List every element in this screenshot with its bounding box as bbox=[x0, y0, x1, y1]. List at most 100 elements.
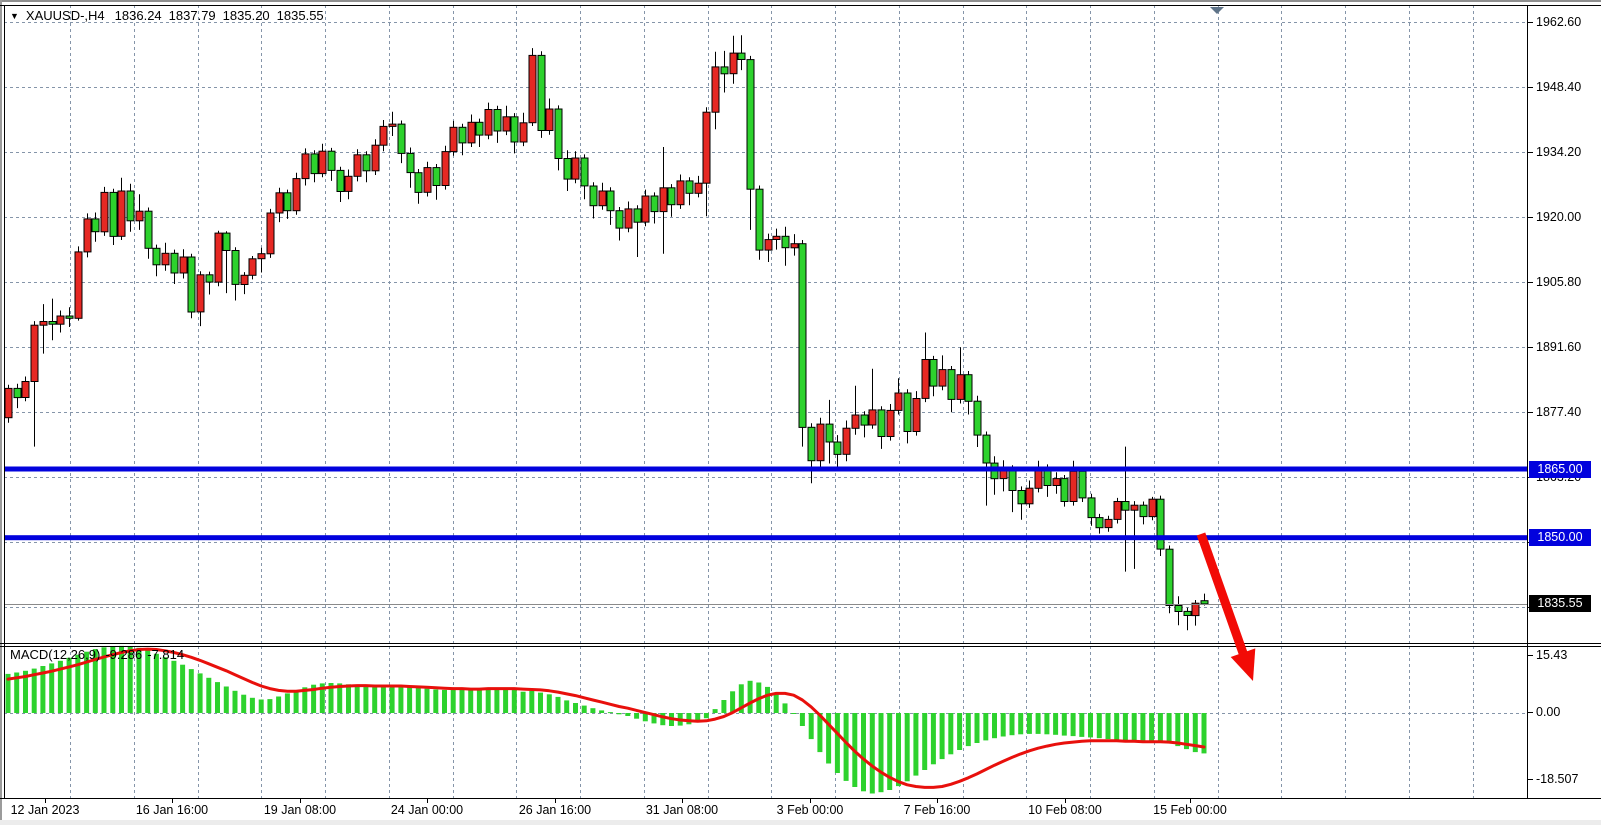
macd-bar bbox=[1131, 713, 1137, 741]
support-resistance-line-1865.00[interactable] bbox=[4, 466, 1527, 472]
bear-candle bbox=[362, 154, 371, 172]
chart-shift-marker-icon bbox=[1210, 7, 1224, 14]
bear-candle bbox=[187, 256, 196, 313]
time-axis-label: 15 Feb 00:00 bbox=[1153, 803, 1227, 817]
bear-candle bbox=[1174, 605, 1183, 612]
bull-candle bbox=[275, 192, 284, 214]
macd-signal-value: -7.814 bbox=[147, 647, 185, 662]
macd-bar bbox=[468, 689, 474, 713]
price-scale-label: 1948.40 bbox=[1536, 80, 1582, 94]
bear-candle bbox=[1008, 468, 1017, 491]
macd-bar bbox=[1061, 713, 1067, 736]
macd-bar bbox=[346, 684, 351, 713]
bull-candle bbox=[1052, 478, 1061, 487]
price-scale-label: 1962.60 bbox=[1536, 15, 1582, 29]
macd-bar bbox=[84, 651, 90, 713]
macd-bar bbox=[1166, 713, 1172, 744]
macd-bar bbox=[337, 683, 343, 713]
macd-bar bbox=[494, 687, 500, 713]
macd-bar bbox=[241, 694, 247, 713]
macd-bar bbox=[380, 686, 386, 713]
symbol-dropdown-icon[interactable]: ▼ bbox=[10, 11, 19, 21]
window-top-edge bbox=[0, 0, 1601, 2]
bull-candle bbox=[624, 208, 633, 229]
bear-candle bbox=[458, 126, 467, 144]
macd-bar bbox=[92, 649, 98, 713]
bear-candle bbox=[1139, 504, 1148, 518]
bull-candle bbox=[694, 182, 703, 194]
bear-candle bbox=[336, 169, 345, 192]
macd-bar bbox=[616, 713, 622, 715]
macd-bar bbox=[1088, 713, 1093, 738]
bull-candle bbox=[484, 109, 493, 136]
bull-candle bbox=[117, 190, 126, 237]
macd-bar bbox=[529, 690, 535, 713]
macd-bar bbox=[834, 713, 840, 773]
bull-candle bbox=[371, 144, 380, 172]
macd-bar bbox=[721, 700, 727, 713]
macd-bar bbox=[162, 657, 168, 713]
macd-bar bbox=[75, 654, 81, 713]
bull-candle bbox=[257, 253, 266, 260]
bear-candle bbox=[746, 59, 755, 190]
bull-candle bbox=[921, 359, 930, 399]
bull-candle bbox=[502, 116, 511, 132]
macd-bar bbox=[459, 689, 465, 713]
macd-bar bbox=[171, 660, 177, 713]
macd-bar bbox=[66, 657, 72, 713]
bull-candle bbox=[842, 427, 851, 455]
macd-bar bbox=[930, 713, 936, 765]
bear-candle bbox=[563, 158, 572, 180]
macd-bar bbox=[136, 647, 142, 714]
bear-candle bbox=[860, 414, 869, 426]
bull-candle bbox=[519, 122, 528, 143]
macd-bar bbox=[1184, 713, 1189, 750]
trend-arrow[interactable] bbox=[1196, 532, 1256, 681]
macd-bar bbox=[407, 686, 413, 713]
bull-candle bbox=[100, 191, 109, 233]
bull-candle bbox=[344, 175, 353, 192]
bear-candle bbox=[633, 208, 642, 223]
support-resistance-line-1850.00[interactable] bbox=[4, 535, 1527, 541]
macd-bar bbox=[730, 691, 736, 714]
macd-bar bbox=[14, 672, 20, 713]
macd-bar bbox=[1140, 713, 1146, 742]
bear-candle bbox=[973, 400, 982, 436]
bull-candle bbox=[912, 398, 921, 432]
bull-candle bbox=[956, 374, 965, 400]
bull-candle bbox=[886, 409, 895, 437]
macd-bar bbox=[1000, 713, 1006, 737]
macd-bar bbox=[922, 713, 928, 770]
macd-bar bbox=[127, 646, 133, 713]
macd-bar bbox=[913, 713, 919, 776]
macd-bar bbox=[660, 713, 666, 726]
macd-bar bbox=[311, 684, 317, 713]
macd-bar bbox=[878, 713, 884, 793]
bear-candle bbox=[432, 167, 441, 187]
macd-bar bbox=[476, 688, 482, 713]
ohlc-open: 1836.24 bbox=[114, 8, 162, 23]
bull-candle bbox=[135, 210, 144, 222]
bull-candle bbox=[790, 243, 799, 249]
bull-candle bbox=[39, 321, 48, 326]
time-axis-label: 31 Jan 08:00 bbox=[645, 803, 719, 817]
macd-bar bbox=[328, 683, 334, 713]
bull-candle bbox=[441, 151, 450, 187]
price-scale-label: 1877.40 bbox=[1536, 405, 1582, 420]
bull-candle bbox=[449, 126, 458, 153]
macd-bar bbox=[642, 713, 648, 722]
trend-arrow-shaft[interactable] bbox=[1196, 532, 1248, 655]
macd-bar bbox=[808, 713, 814, 740]
macd-scale-label: 0.00 bbox=[1536, 705, 1561, 719]
trend-arrow-head-icon[interactable] bbox=[1230, 648, 1256, 681]
candles-group bbox=[4, 35, 1209, 631]
macd-bar bbox=[1053, 713, 1059, 735]
bull-candle bbox=[240, 274, 249, 285]
ohlc-close: 1835.55 bbox=[276, 8, 324, 23]
time-axis-label: 26 Jan 16:00 bbox=[518, 803, 592, 817]
bear-candle bbox=[109, 191, 118, 237]
time-axis-label: 3 Feb 00:00 bbox=[776, 803, 844, 817]
macd-signal-line bbox=[6, 647, 1206, 789]
bull-candle bbox=[598, 190, 607, 207]
